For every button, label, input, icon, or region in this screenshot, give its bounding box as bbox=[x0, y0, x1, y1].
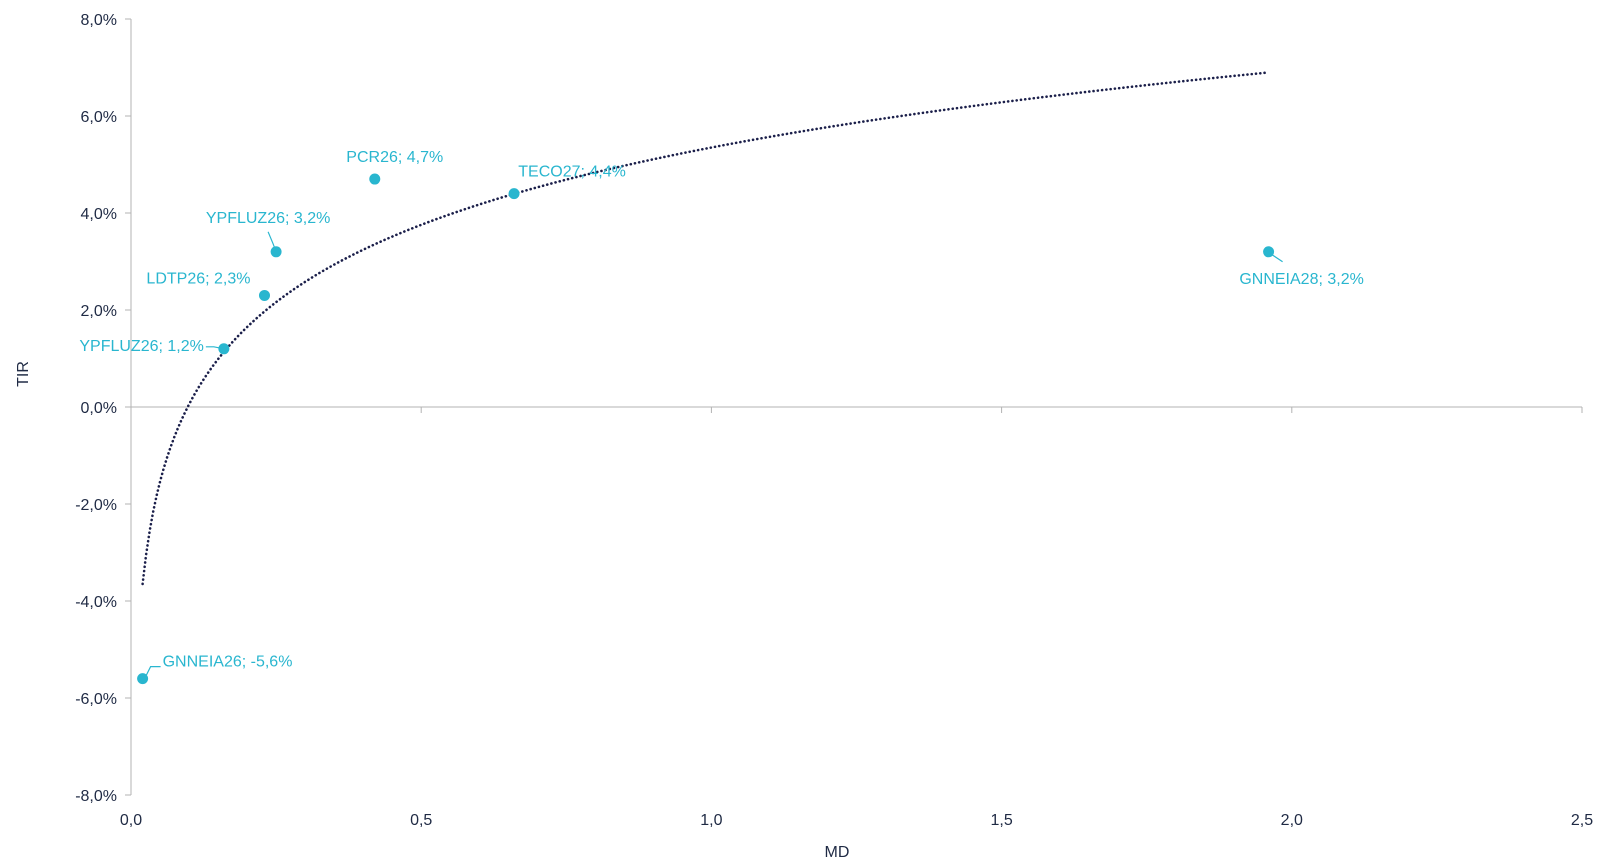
y-tick-label: 4,0% bbox=[81, 206, 117, 223]
trendline bbox=[141, 71, 1270, 586]
data-label: GNNEIA26; -5,6% bbox=[163, 654, 293, 671]
point-labels: GNNEIA26; -5,6% YPFLUZ26; 1,2% LDTP26; 2,3… bbox=[79, 149, 1363, 671]
data-points bbox=[137, 173, 1275, 685]
x-tick-label: 1,5 bbox=[990, 812, 1012, 829]
data-point bbox=[270, 246, 282, 258]
trendline-path bbox=[141, 71, 1270, 586]
data-label: TECO27; 4,4% bbox=[518, 164, 626, 181]
data-label: YPFLUZ26; 3,2% bbox=[206, 210, 331, 227]
y-axis-title: TIR bbox=[15, 361, 32, 387]
y-tick-label: 2,0% bbox=[81, 303, 117, 320]
data-label: GNNEIA28; 3,2% bbox=[1239, 271, 1364, 288]
y-tick-label: -6,0% bbox=[75, 691, 117, 708]
x-tick-label: 1,0 bbox=[700, 812, 722, 829]
data-point bbox=[1263, 246, 1275, 258]
x-tick-label: 2,0 bbox=[1281, 812, 1303, 829]
y-tick-label: 6,0% bbox=[81, 109, 117, 126]
x-axis-title: MD bbox=[825, 844, 850, 861]
data-point bbox=[369, 173, 381, 185]
data-point bbox=[218, 343, 230, 355]
y-tick-label: -2,0% bbox=[75, 497, 117, 514]
data-point bbox=[258, 289, 270, 301]
y-tick-label: -8,0% bbox=[75, 788, 117, 805]
x-tick-label: 0,0 bbox=[120, 812, 142, 829]
x-tick-label: 2,5 bbox=[1571, 812, 1593, 829]
y-tick-label: 8,0% bbox=[81, 12, 117, 29]
y-tick-labels: -8,0% -6,0% -4,0% -2,0% 0,0% 2,0% 4,0% 6,0% 8,0% bbox=[75, 12, 117, 805]
y-tick-label: 0,0% bbox=[81, 400, 117, 417]
data-point bbox=[137, 673, 149, 685]
x-tick-label: 0,5 bbox=[410, 812, 432, 829]
data-label: PCR26; 4,7% bbox=[346, 149, 443, 166]
data-point bbox=[508, 188, 520, 200]
leader-lines bbox=[142, 231, 1283, 680]
x-tick-labels: 0,0 0,5 1,0 1,5 2,0 2,5 bbox=[120, 812, 1593, 829]
axes bbox=[125, 18, 1583, 796]
data-label: YPFLUZ26; 1,2% bbox=[79, 338, 204, 355]
data-label: LDTP26; 2,3% bbox=[146, 270, 250, 287]
y-tick-label: -4,0% bbox=[75, 594, 117, 611]
